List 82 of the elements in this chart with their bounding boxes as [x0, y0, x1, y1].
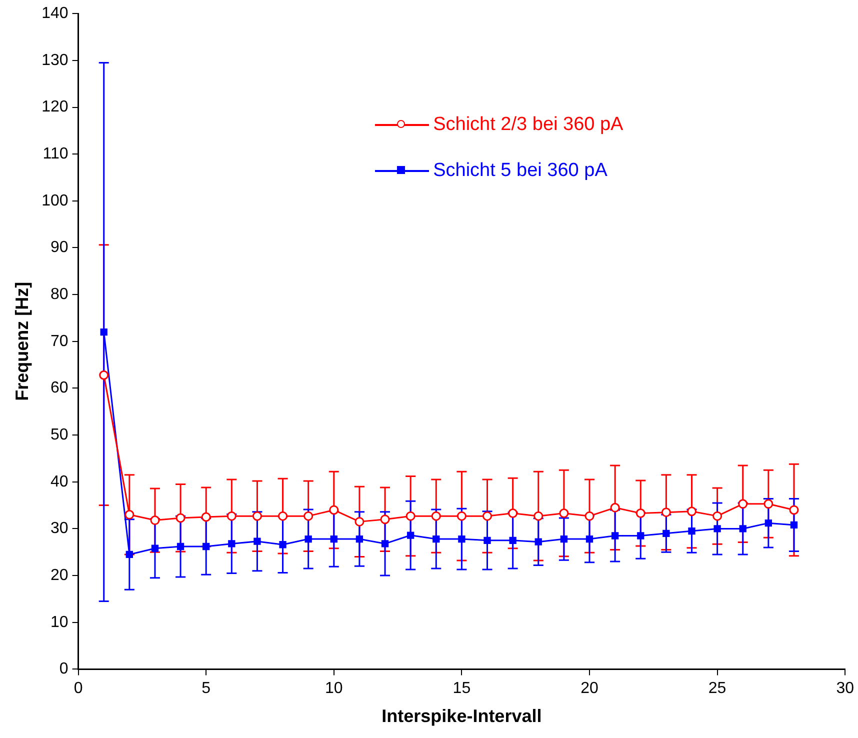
- point: [254, 538, 261, 545]
- y-tick-label: 120: [42, 98, 68, 116]
- x-tick-label: 0: [74, 680, 83, 698]
- legend-label: Schicht 5 bei 360 pA: [433, 160, 608, 182]
- x-tick-label: 5: [202, 680, 211, 698]
- point: [252, 511, 262, 521]
- point: [228, 540, 236, 548]
- point: [381, 540, 389, 548]
- point: [202, 542, 210, 550]
- point: [150, 516, 160, 526]
- y-tick-label: 140: [42, 5, 68, 22]
- y-tick-label: 10: [50, 614, 68, 631]
- point: [661, 508, 671, 518]
- point: [712, 511, 722, 521]
- x-tick-label: 15: [452, 680, 471, 698]
- y-tick-label: 50: [50, 426, 68, 444]
- point: [714, 525, 721, 532]
- point: [99, 370, 109, 380]
- point: [739, 525, 746, 532]
- point: [380, 514, 390, 524]
- y-tick-label: 60: [50, 380, 68, 397]
- point: [508, 508, 518, 518]
- x-tick-label: 30: [836, 680, 854, 698]
- point: [790, 521, 798, 529]
- y-tick-label: 90: [50, 239, 68, 256]
- point: [329, 505, 339, 515]
- point: [406, 511, 416, 521]
- point: [637, 532, 644, 540]
- point: [610, 502, 620, 512]
- point: [456, 511, 466, 521]
- y-tick-label: 70: [50, 332, 68, 350]
- point: [304, 535, 312, 543]
- y-tick-label: 40: [50, 473, 68, 490]
- point: [432, 535, 440, 543]
- point: [584, 511, 594, 521]
- point: [407, 532, 414, 539]
- point: [662, 530, 670, 537]
- y-axis-title: Frequenz [Hz]: [12, 282, 32, 401]
- point: [356, 535, 364, 543]
- point: [226, 511, 236, 521]
- x-axis-title: Interspike-Intervall: [382, 706, 542, 726]
- point: [354, 516, 364, 526]
- x-tick-label: 10: [325, 680, 343, 698]
- point: [509, 536, 516, 544]
- point: [126, 550, 133, 558]
- x-tick-label: 20: [580, 680, 598, 698]
- y-tick-label: 20: [50, 566, 68, 584]
- y-tick-label: 130: [42, 52, 68, 69]
- y-tick-label: 80: [50, 286, 68, 303]
- point: [686, 506, 696, 516]
- point: [738, 499, 748, 509]
- y-tick-label: 100: [42, 192, 68, 210]
- point: [534, 511, 544, 521]
- point: [534, 538, 542, 546]
- point: [560, 535, 568, 543]
- point: [124, 510, 134, 520]
- point: [688, 527, 696, 535]
- point: [431, 511, 441, 521]
- point: [611, 532, 619, 540]
- point: [789, 505, 799, 515]
- y-tick-label: 0: [59, 660, 68, 678]
- point: [484, 536, 491, 544]
- point: [330, 535, 338, 543]
- point: [176, 542, 184, 550]
- point: [586, 535, 594, 543]
- y-tick-label: 110: [42, 145, 68, 162]
- y-tick-label: 30: [50, 520, 68, 538]
- point: [764, 520, 772, 527]
- point: [201, 512, 211, 522]
- legend-label: Schicht 2/3 bei 360 pA: [433, 114, 624, 136]
- point: [100, 328, 108, 336]
- point: [559, 508, 569, 518]
- point: [764, 499, 774, 509]
- point: [636, 508, 646, 518]
- point: [304, 511, 314, 521]
- point: [458, 535, 466, 543]
- point: [176, 513, 186, 523]
- point: [151, 544, 159, 552]
- point: [279, 541, 286, 548]
- point: [278, 511, 288, 521]
- x-tick-label: 25: [708, 680, 726, 698]
- point: [482, 511, 492, 521]
